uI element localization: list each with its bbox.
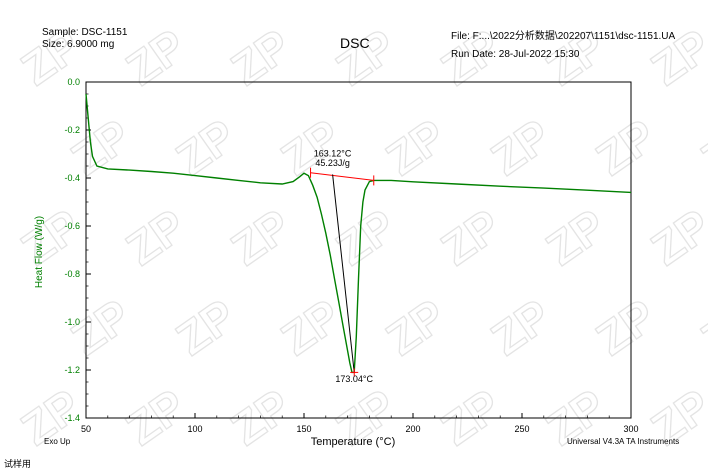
- watermark-text: ZP: [482, 109, 560, 185]
- instrument-label: Universal V4.3A TA Instruments: [567, 437, 680, 446]
- watermark-text: ZP: [432, 199, 510, 275]
- watermark-text: ZP: [642, 199, 708, 275]
- watermark-text: ZP: [482, 289, 560, 365]
- y-tick-label: -0.4: [64, 173, 80, 183]
- watermark-text: ZP: [377, 109, 455, 185]
- watermark-text: ZP: [117, 19, 195, 95]
- watermark-text: ZP: [117, 379, 195, 455]
- exo-up-label: Exo Up: [44, 437, 71, 446]
- y-tick-label: -1.4: [64, 413, 80, 423]
- y-tick-label: -1.0: [64, 317, 80, 327]
- y-tick-label: 0.0: [67, 77, 80, 87]
- run-date-label: Run Date: 28-Jul-2022 15:30: [451, 49, 580, 60]
- x-tick-label: 150: [296, 424, 311, 434]
- x-tick-label: 250: [514, 424, 529, 434]
- y-tick-label: -0.8: [64, 269, 80, 279]
- x-tick-label: 200: [405, 424, 420, 434]
- onset-tangent-line: [332, 174, 355, 373]
- plot-area: [85, 93, 632, 374]
- y-tick-label: -0.2: [64, 125, 80, 135]
- watermark-text: ZP: [327, 19, 405, 95]
- size-label: Size: 6.9000 mg: [42, 39, 115, 50]
- x-tick-label: 300: [623, 424, 638, 434]
- watermark-text: ZP: [117, 199, 195, 275]
- watermark-text: ZP: [587, 289, 665, 365]
- watermark-text: ZP: [692, 109, 708, 185]
- annotation-label: 173.04°C: [335, 374, 373, 384]
- integration-baseline: [310, 172, 374, 181]
- x-axis-label: Temperature (°C): [311, 436, 395, 448]
- annotation-label: 163.12°C: [314, 148, 352, 158]
- watermark-text: ZP: [432, 379, 510, 455]
- x-tick-label: 50: [81, 424, 91, 434]
- watermark-text: ZP: [327, 199, 405, 275]
- watermark-text: ZP: [222, 19, 300, 95]
- watermark-text: ZP: [692, 289, 708, 365]
- sample-label: Sample: DSC-1151: [42, 27, 128, 38]
- watermark-text: ZP: [12, 199, 90, 275]
- y-tick-label: -1.2: [64, 365, 80, 375]
- annotations: 163.12°C45.23J/g 173.04°C: [310, 148, 375, 384]
- heat-flow-curve: [85, 93, 632, 374]
- file-label: File: F:...\2022分析数据\202207\1151\dsc-115…: [451, 31, 676, 42]
- axis-ticks: 0.0 -0.2 -0.4 -0.6 -0.8 -1.0 -1.2 -1.450 100 150 2…: [64, 77, 638, 434]
- watermark-text: ZP: [167, 289, 245, 365]
- y-tick-label: -0.6: [64, 221, 80, 231]
- watermark-text: ZP: [377, 289, 455, 365]
- y-axis-label: Heat Flow (W/g): [34, 216, 45, 288]
- watermark-text: ZP: [537, 199, 615, 275]
- cropped-text: 试样用: [4, 459, 32, 469]
- annotation-label: 45.23J/g: [315, 158, 350, 168]
- watermark-text: ZP: [222, 379, 300, 455]
- chart-title: DSC: [340, 35, 370, 51]
- watermark-text: ZP: [222, 199, 300, 275]
- watermark-text: ZP: [587, 109, 665, 185]
- x-tick-label: 100: [187, 424, 202, 434]
